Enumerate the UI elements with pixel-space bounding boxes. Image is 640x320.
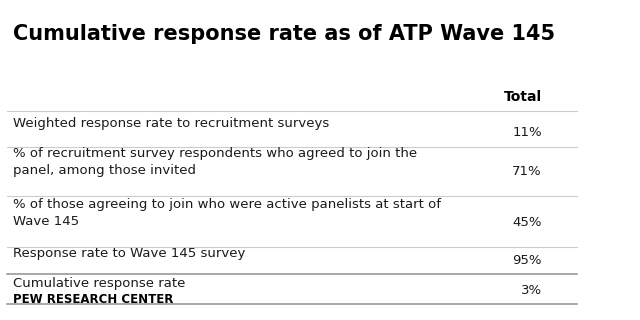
Text: Weighted response rate to recruitment surveys: Weighted response rate to recruitment su… — [13, 117, 329, 130]
Text: 95%: 95% — [513, 254, 542, 267]
Text: 11%: 11% — [512, 126, 542, 139]
Text: 45%: 45% — [513, 216, 542, 229]
Text: 71%: 71% — [512, 165, 542, 178]
Text: Cumulative response rate: Cumulative response rate — [13, 277, 186, 290]
Text: Total: Total — [504, 90, 542, 104]
Text: 3%: 3% — [521, 284, 542, 297]
Text: Response rate to Wave 145 survey: Response rate to Wave 145 survey — [13, 247, 245, 260]
Text: % of those agreeing to join who were active panelists at start of
Wave 145: % of those agreeing to join who were act… — [13, 198, 441, 228]
Text: % of recruitment survey respondents who agreed to join the
panel, among those in: % of recruitment survey respondents who … — [13, 147, 417, 177]
Text: PEW RESEARCH CENTER: PEW RESEARCH CENTER — [13, 293, 173, 306]
Text: Cumulative response rate as of ATP Wave 145: Cumulative response rate as of ATP Wave … — [13, 24, 555, 44]
